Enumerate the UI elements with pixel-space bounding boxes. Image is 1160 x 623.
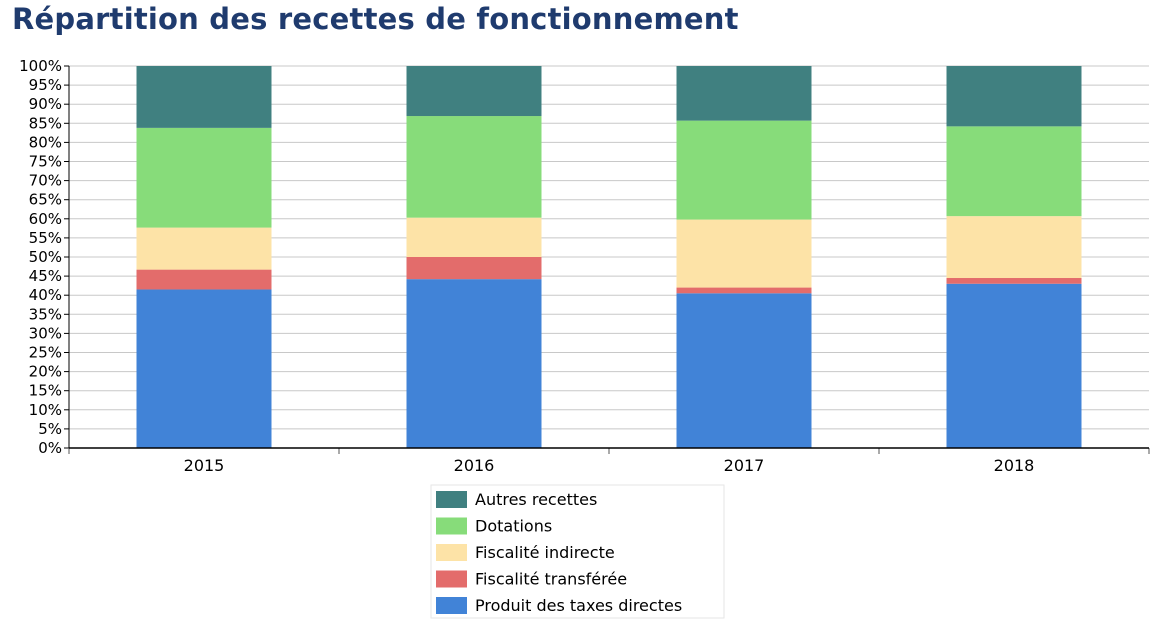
bar-segment-2017 <box>676 66 812 121</box>
legend-label: Fiscalité transférée <box>475 570 627 589</box>
bar-segment-2018 <box>946 66 1082 127</box>
y-tick-label: 5% <box>38 420 62 438</box>
bar-segment-2017 <box>676 120 812 220</box>
legend-label: Dotations <box>475 517 552 536</box>
x-axis-tick-labels: 2015 2016 2017 2018 <box>184 456 1035 475</box>
bar-segment-2017 <box>676 293 812 448</box>
y-tick-label: 10% <box>29 401 62 419</box>
y-tick-label: 15% <box>29 382 62 400</box>
y-tick-label: 95% <box>29 76 62 94</box>
bar-segment-2018 <box>946 216 1082 279</box>
axes <box>68 66 1150 454</box>
legend: Autres recettes Dotations Fiscalité indire… <box>430 484 725 619</box>
y-axis-tick-labels: 0%5%10%15%20%25% 30%35%40%45%50%55%60%65%… <box>19 57 62 457</box>
y-tick-label: 65% <box>29 191 62 209</box>
legend-swatch <box>436 544 467 561</box>
x-tick-label: 2016 <box>454 456 495 475</box>
bar-segment-2018 <box>946 126 1082 217</box>
y-tick-label: 30% <box>29 324 62 342</box>
legend-box <box>430 484 725 619</box>
y-tick-label: 55% <box>29 229 62 247</box>
bar-segment-2017 <box>676 287 812 294</box>
bar-segment-2018 <box>946 278 1082 284</box>
bar-stacks <box>136 66 1082 448</box>
legend-label: Fiscalité indirecte <box>475 543 615 562</box>
bar-segment-2015 <box>136 227 272 270</box>
y-tick-label: 70% <box>29 172 62 190</box>
legend-label: Produit des taxes directes <box>475 596 682 615</box>
y-tick-label: 60% <box>29 210 62 228</box>
bar-segment-2016 <box>406 257 542 280</box>
x-tick-label: 2018 <box>994 456 1035 475</box>
bar-segment-2016 <box>406 66 542 117</box>
bar-segment-2015 <box>136 289 272 448</box>
y-tick-label: 90% <box>29 95 62 113</box>
bar-segment-2016 <box>406 217 542 257</box>
bar-segment-2016 <box>406 116 542 218</box>
legend-swatch <box>436 597 467 614</box>
y-tick-label: 25% <box>29 344 62 362</box>
y-tick-label: 80% <box>29 133 62 151</box>
legend-label: Autres recettes <box>475 490 597 509</box>
bar-segment-2015 <box>136 269 272 290</box>
y-tick-label: 40% <box>29 286 62 304</box>
bar-segment-2017 <box>676 219 812 288</box>
y-tick-label: 35% <box>29 305 62 323</box>
legend-swatch <box>436 517 467 535</box>
y-tick-label: 85% <box>29 114 62 132</box>
x-tick-label: 2017 <box>724 456 765 475</box>
x-tick-label: 2015 <box>184 456 225 475</box>
y-tick-label: 45% <box>29 267 62 285</box>
y-tick-label: 75% <box>29 153 62 171</box>
y-tick-label: 50% <box>29 248 62 266</box>
y-tick-label: 100% <box>19 57 62 75</box>
legend-swatch <box>436 491 467 508</box>
bar-segment-2015 <box>136 127 272 228</box>
chart-title: Répartition des recettes de fonctionneme… <box>12 2 739 36</box>
bar-segment-2015 <box>136 66 272 128</box>
y-tick-label: 0% <box>38 439 62 457</box>
bar-segment-2016 <box>406 279 542 448</box>
legend-swatch <box>436 570 467 588</box>
bar-segment-2018 <box>946 283 1082 448</box>
y-tick-label: 20% <box>29 363 62 381</box>
